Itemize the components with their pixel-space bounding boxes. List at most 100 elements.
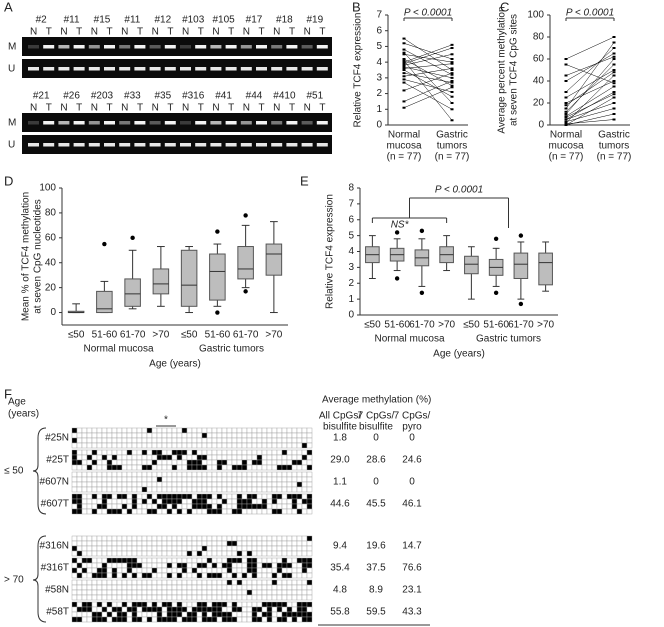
cpg-cell	[296, 567, 303, 574]
cpg-cell	[171, 545, 178, 552]
cpg-cell	[111, 508, 118, 515]
cpg-cell	[181, 579, 188, 586]
cpg-cell	[241, 611, 248, 618]
cpg-cell	[76, 567, 83, 574]
cpg-cell	[286, 540, 293, 547]
cpg-cell	[156, 508, 163, 515]
gel-band	[286, 143, 298, 147]
cpg-cell	[121, 601, 128, 608]
pair-line	[403, 82, 453, 110]
cpg-cell	[306, 493, 313, 500]
cpg-cell	[126, 459, 133, 466]
cpg-cell	[116, 432, 123, 439]
cpg-cell	[156, 459, 163, 466]
cpg-cell	[171, 432, 178, 439]
point	[402, 64, 406, 67]
cpg-cell	[96, 442, 103, 449]
gel-band	[88, 121, 100, 125]
cpg-cell	[236, 540, 243, 547]
cpg-cell	[226, 459, 233, 466]
cpg-cell	[91, 498, 98, 505]
cpg-cell	[86, 476, 93, 483]
lane-label: T	[259, 27, 265, 38]
cpg-cell	[201, 557, 208, 564]
cpg-cell	[221, 437, 228, 444]
table-value: 45.5	[366, 499, 386, 510]
cpg-cell	[271, 427, 278, 434]
cpg-cell	[136, 567, 143, 574]
cpg-cell	[246, 616, 253, 623]
cpg-cell	[176, 449, 183, 456]
point	[402, 75, 406, 78]
cpg-cell	[291, 557, 298, 564]
point	[612, 71, 616, 74]
cpg-cell	[196, 449, 203, 456]
cpg-cell	[176, 459, 183, 466]
cpg-cell	[131, 442, 138, 449]
cpg-cell	[151, 606, 158, 613]
cpg-cell	[166, 550, 173, 557]
cpg-cell	[151, 562, 158, 569]
cpg-cell	[281, 476, 288, 483]
cpg-cell	[301, 567, 308, 574]
cpg-cell	[211, 611, 218, 618]
cpg-cell	[261, 459, 268, 466]
cpg-cell	[261, 476, 268, 483]
cpg-cell	[206, 535, 213, 542]
cpg-cell	[136, 584, 143, 591]
gel-band	[119, 67, 131, 71]
cpg-cell	[161, 616, 168, 623]
cpg-cell	[76, 589, 83, 596]
column-header: bisulfite	[359, 422, 393, 433]
cpg-cell	[156, 476, 163, 483]
cpg-cell	[176, 493, 183, 500]
cpg-cell	[166, 601, 173, 608]
cpg-cell	[76, 464, 83, 471]
cpg-cell	[241, 567, 248, 574]
cpg-cell	[276, 567, 283, 574]
cpg-cell	[231, 486, 238, 493]
cpg-cell	[231, 459, 238, 466]
cpg-cell	[146, 427, 153, 434]
cpg-cell	[256, 606, 263, 613]
cpg-cell	[151, 601, 158, 608]
cpg-cell	[146, 432, 153, 439]
cpg-cell	[96, 584, 103, 591]
cpg-cell	[106, 589, 113, 596]
outlier	[215, 310, 220, 315]
cpg-cell	[291, 437, 298, 444]
cpg-cell	[276, 557, 283, 564]
y-tick-label: 3	[348, 262, 354, 273]
cpg-cell	[286, 508, 293, 515]
pair-line	[565, 56, 615, 76]
cpg-cell	[276, 481, 283, 488]
cpg-cell	[181, 476, 188, 483]
outlier	[102, 241, 107, 247]
cpg-cell	[171, 427, 178, 434]
cpg-cell	[256, 449, 263, 456]
cpg-cell	[166, 503, 173, 510]
cpg-cell	[281, 493, 288, 500]
cpg-cell	[101, 486, 108, 493]
cpg-cell	[296, 572, 303, 579]
cpg-cell	[111, 589, 118, 596]
cpg-cell	[206, 493, 213, 500]
cpg-cell	[281, 540, 288, 547]
cpg-cell	[301, 611, 308, 618]
point	[612, 93, 616, 96]
sample-label: #33	[124, 91, 141, 102]
cpg-cell	[96, 545, 103, 552]
cpg-cell	[206, 545, 213, 552]
cpg-cell	[161, 493, 168, 500]
cpg-cell	[126, 540, 133, 547]
cpg-cell	[306, 481, 313, 488]
cpg-cell	[156, 503, 163, 510]
cpg-cell	[196, 481, 203, 488]
cpg-cell	[301, 584, 308, 591]
cpg-cell	[276, 432, 283, 439]
cpg-cell	[186, 567, 193, 574]
lane-label: N	[152, 27, 159, 38]
cpg-cell	[136, 442, 143, 449]
gel-band	[180, 143, 191, 147]
gel-band	[301, 121, 313, 125]
